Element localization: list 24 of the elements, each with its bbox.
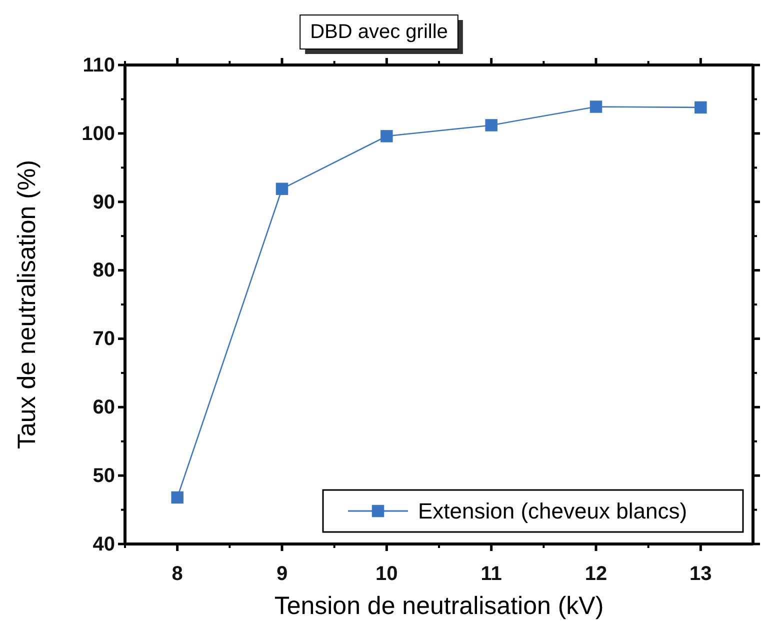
- x-tick-label: 9: [276, 563, 288, 585]
- point: [171, 491, 184, 504]
- chart-title: DBD avec grille: [310, 21, 448, 43]
- y-tick-label: 60: [92, 396, 115, 419]
- y-axis-title: Taux de neutralisation (%): [13, 160, 41, 450]
- x-tick-label: 13: [690, 563, 712, 585]
- x-axis-title: Tension de neutralisation (kV): [274, 592, 604, 620]
- x-tick-label: 10: [376, 563, 398, 585]
- y-tick-label: 50: [92, 464, 115, 487]
- x-tick-label: 11: [480, 563, 502, 585]
- point: [380, 130, 393, 142]
- point: [590, 100, 602, 113]
- point: [694, 101, 707, 114]
- point: [485, 119, 498, 132]
- x-tick-label: 8: [172, 563, 183, 585]
- x-tick-label: 12: [584, 563, 608, 585]
- y-tick-label: 80: [92, 260, 115, 282]
- y-tick-label: 70: [92, 328, 115, 350]
- y-tick-label: 110: [82, 54, 115, 76]
- point: [276, 182, 288, 195]
- legend-label: Extension (cheveux blancs): [418, 498, 688, 524]
- y-tick-label: 100: [82, 122, 115, 145]
- y-tick-label: 90: [92, 191, 115, 214]
- y-tick-label: 40: [92, 533, 115, 556]
